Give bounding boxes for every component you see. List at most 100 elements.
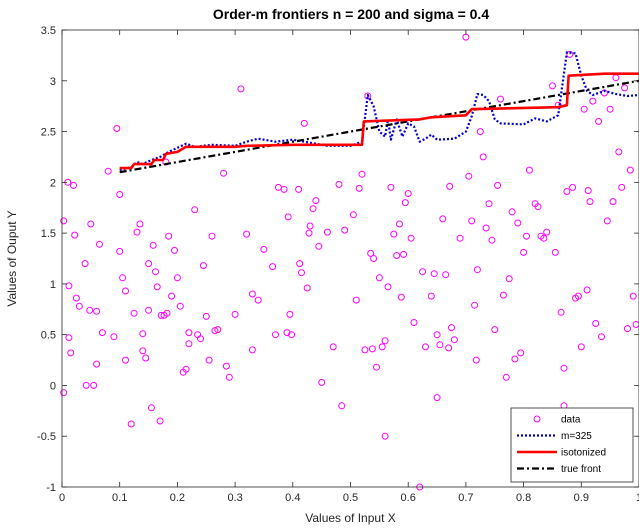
data-point (165, 232, 173, 240)
legend-isotonized-label: isotonized (561, 448, 606, 459)
data-point (502, 373, 510, 381)
data-point (618, 183, 626, 191)
x-tick-label: 0.7 (458, 492, 473, 504)
y-tick-label: -0.5 (37, 431, 56, 443)
data-point (592, 320, 600, 327)
data-point (298, 269, 305, 277)
data-point (400, 250, 408, 258)
data-point (577, 343, 585, 351)
data-point (286, 310, 294, 318)
x-tick-label: 0.8 (516, 492, 531, 504)
data-point (113, 125, 121, 132)
data-point (479, 153, 487, 161)
data-point (157, 311, 165, 319)
data-point (147, 404, 155, 412)
data-point (373, 363, 380, 371)
chart-title: Order-m frontiers n = 200 and sigma = 0.… (213, 6, 489, 22)
data-point (139, 347, 147, 355)
data-point (296, 260, 304, 268)
x-tick-label: 0.9 (574, 492, 589, 504)
data-point (269, 263, 277, 271)
x-tick-label: 1 (636, 492, 639, 504)
data-point (72, 294, 80, 302)
legend-true-front-label: true front (561, 464, 601, 475)
legend-m325-label: m=325 (561, 431, 592, 442)
data-point (122, 356, 129, 364)
data-point (145, 306, 153, 314)
data-point (205, 356, 213, 364)
data-point (560, 364, 568, 372)
y-tick-label: 1.5 (41, 228, 56, 240)
legend-data-marker (533, 415, 541, 423)
data-point (557, 308, 565, 316)
data-point (448, 324, 455, 332)
y-tick-label: -1 (46, 482, 56, 494)
data-point (419, 268, 427, 276)
data-point (305, 229, 313, 237)
data-point (90, 381, 98, 389)
data-point (352, 296, 360, 304)
data-point (142, 354, 150, 362)
data-point (248, 346, 256, 354)
data-point (583, 286, 591, 294)
data-point (549, 82, 556, 90)
data-point (225, 373, 233, 381)
data-point (335, 180, 343, 188)
data-point (329, 343, 337, 351)
data-point (300, 119, 308, 127)
data-point (185, 340, 193, 348)
x-tick-label: 0 (59, 492, 65, 504)
legend: data m=325 isotonized true front (510, 407, 634, 483)
data-point (139, 330, 147, 338)
data-point (476, 128, 484, 136)
data-point (624, 325, 631, 333)
data-point (446, 182, 454, 190)
data-point (272, 331, 279, 339)
data-point (566, 50, 574, 58)
x-tick-label: 0.3 (227, 492, 242, 504)
data-point (609, 198, 617, 206)
data-point (231, 310, 239, 318)
data-point (367, 249, 375, 257)
data-point (384, 283, 392, 291)
data-point (191, 206, 199, 214)
y-tick-label: 3.5 (41, 25, 56, 37)
y-axis-label: Values of Ouput Y (5, 210, 19, 306)
data-point (338, 402, 346, 410)
data-point (60, 389, 68, 397)
data-point (523, 232, 530, 240)
data-point (520, 248, 528, 256)
data-point (116, 247, 124, 255)
data-point (442, 271, 450, 279)
data-point (71, 231, 79, 239)
x-tick-label: 0.5 (343, 492, 358, 504)
x-tick-label: 0.1 (112, 492, 127, 504)
data-point (284, 213, 292, 221)
x-tick-label: 0.6 (401, 492, 416, 504)
data-point (603, 217, 611, 225)
data-point (508, 208, 516, 216)
data-point (127, 420, 135, 428)
data-point (341, 226, 349, 234)
data-point (171, 246, 178, 254)
data-point (358, 170, 366, 178)
data-point (156, 417, 164, 425)
data-point (153, 283, 161, 291)
data-point (149, 241, 157, 249)
data-point (145, 260, 153, 268)
data-point (396, 220, 403, 228)
data-point (323, 228, 331, 236)
data-point (82, 381, 90, 389)
data-point (445, 344, 453, 352)
data-point (632, 321, 639, 328)
data-point (237, 85, 245, 93)
data-point (93, 360, 101, 368)
data-point (436, 341, 444, 349)
data-point (214, 326, 222, 334)
data-point (450, 336, 458, 344)
data-point (505, 275, 513, 283)
data-point (116, 191, 124, 198)
data-point (433, 331, 441, 339)
data-point (65, 282, 73, 290)
x-axis-label: Values of Input X (305, 511, 396, 525)
